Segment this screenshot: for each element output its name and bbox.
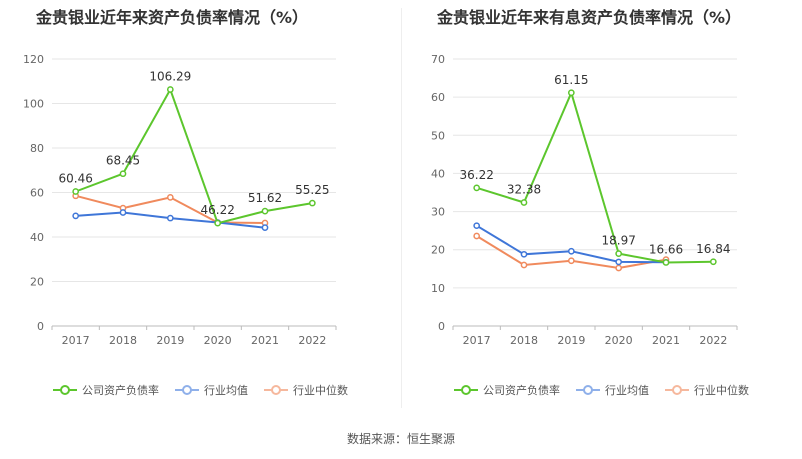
y-tick-label: 20 bbox=[431, 244, 445, 257]
y-tick-label: 40 bbox=[431, 167, 445, 180]
series-line bbox=[75, 87, 313, 225]
x-tick-label: 2019 bbox=[156, 334, 184, 347]
data-point bbox=[615, 264, 623, 272]
legend-item-mean[interactable]: 行业均值 bbox=[175, 382, 248, 398]
x-tick-label: 2021 bbox=[652, 334, 680, 347]
data-label: 36.22 bbox=[459, 168, 493, 182]
y-tick-label: 100 bbox=[23, 98, 44, 111]
data-point bbox=[567, 247, 575, 255]
data-point bbox=[261, 224, 269, 232]
y-tick-label: 50 bbox=[431, 129, 445, 142]
data-point bbox=[520, 261, 528, 269]
y-tick-label: 120 bbox=[23, 53, 44, 66]
legend-label-median: 行业中位数 bbox=[293, 384, 348, 397]
data-label: 32.38 bbox=[507, 182, 541, 196]
legend-swatch-median bbox=[665, 384, 689, 396]
data-point bbox=[119, 170, 127, 178]
y-tick-label: 20 bbox=[30, 276, 44, 289]
data-label: 46.22 bbox=[200, 203, 234, 217]
legend-item-mean[interactable]: 行业均值 bbox=[576, 382, 649, 398]
data-point bbox=[166, 86, 174, 93]
chart-title-right: 金贵银业近年来有息资产负债率情况（%） bbox=[437, 8, 742, 27]
data-point bbox=[214, 219, 222, 227]
y-tick-label: 40 bbox=[30, 231, 44, 244]
y-tick-label: 80 bbox=[30, 142, 44, 155]
data-point bbox=[308, 199, 316, 207]
y-tick-label: 0 bbox=[438, 320, 445, 333]
x-tick-label: 2018 bbox=[109, 334, 137, 347]
legend-label-mean: 行业均值 bbox=[605, 384, 649, 397]
data-point bbox=[662, 259, 670, 266]
legend-left: 公司资产负债率 行业均值 行业中位数 bbox=[0, 382, 401, 398]
x-tick-label: 2017 bbox=[463, 334, 491, 347]
data-point bbox=[473, 232, 481, 240]
chart-panel-right: 金贵银业近年来有息资产负债率情况（%） 0 10 20 30 40 50 60 70 2017 2… bbox=[401, 0, 802, 420]
y-tick-label: 0 bbox=[37, 320, 44, 333]
x-tick-label: 2020 bbox=[605, 334, 633, 347]
x-tick-label: 2022 bbox=[699, 334, 727, 347]
chart-right: 0 10 20 30 40 50 60 70 2017 2018 2019 2020 2021 2022 3… bbox=[431, 53, 738, 347]
data-source: 数据来源：恒生聚源 bbox=[346, 432, 455, 446]
legend-item-median[interactable]: 行业中位数 bbox=[665, 382, 749, 398]
data-point bbox=[473, 184, 481, 192]
data-label: 18.97 bbox=[601, 234, 635, 248]
legend-label-company: 公司资产负债率 bbox=[82, 384, 159, 397]
data-point bbox=[166, 194, 174, 201]
y-tick-label: 60 bbox=[431, 91, 445, 104]
x-tick-label: 2019 bbox=[557, 334, 585, 347]
legend-swatch-company bbox=[53, 384, 77, 396]
x-tick-label: 2022 bbox=[298, 334, 326, 347]
legend-label-mean: 行业均值 bbox=[204, 384, 248, 397]
legend-swatch-company bbox=[454, 384, 478, 396]
legend-item-company[interactable]: 公司资产负债率 bbox=[454, 382, 560, 398]
data-point bbox=[72, 188, 80, 195]
data-point bbox=[520, 199, 528, 206]
data-point bbox=[72, 212, 80, 220]
series-line bbox=[476, 89, 714, 264]
y-tick-label: 70 bbox=[431, 53, 445, 66]
legend-right: 公司资产负债率 行业均值 行业中位数 bbox=[401, 382, 802, 398]
panel-divider bbox=[401, 8, 402, 408]
data-label: 60.46 bbox=[58, 171, 92, 185]
data-point bbox=[615, 258, 623, 266]
x-tick-label: 2021 bbox=[251, 334, 279, 347]
x-tick-label: 2020 bbox=[204, 334, 232, 347]
chart-title-left: 金贵银业近年来资产负债率情况（%） bbox=[36, 8, 309, 27]
data-label: 55.25 bbox=[295, 183, 329, 197]
data-point bbox=[709, 258, 717, 266]
chart-left: 0 20 40 60 80 100 120 2017 2018 2019 2020 2021 2022 6… bbox=[23, 53, 337, 347]
data-label: 16.84 bbox=[696, 242, 730, 256]
data-point bbox=[473, 222, 481, 230]
legend-item-median[interactable]: 行业中位数 bbox=[264, 382, 348, 398]
data-label: 106.29 bbox=[149, 70, 191, 84]
data-label: 61.15 bbox=[554, 73, 588, 87]
data-label: 51.62 bbox=[248, 191, 282, 205]
legend-item-company[interactable]: 公司资产负债率 bbox=[53, 382, 159, 398]
data-point bbox=[567, 257, 575, 265]
legend-swatch-median bbox=[264, 384, 288, 396]
data-point bbox=[119, 209, 127, 216]
data-point bbox=[615, 250, 623, 257]
x-tick-label: 2018 bbox=[510, 334, 538, 347]
data-point bbox=[567, 89, 575, 97]
chart-panel-left: 金贵银业近年来资产负债率情况（%） 0 20 40 60 80 100 120 2017 201… bbox=[0, 0, 401, 420]
legend-label-company: 公司资产负债率 bbox=[483, 384, 560, 397]
data-label: 68.45 bbox=[106, 154, 140, 168]
legend-label-median: 行业中位数 bbox=[694, 384, 749, 397]
data-point bbox=[520, 250, 528, 258]
x-tick-label: 2017 bbox=[62, 334, 90, 347]
legend-swatch-mean bbox=[576, 384, 600, 396]
data-point bbox=[166, 214, 174, 222]
legend-swatch-mean bbox=[175, 384, 199, 396]
y-tick-label: 60 bbox=[30, 187, 44, 200]
data-label: 16.66 bbox=[649, 242, 683, 256]
y-tick-label: 10 bbox=[431, 282, 445, 295]
y-tick-label: 30 bbox=[431, 206, 445, 219]
data-point bbox=[261, 207, 269, 215]
